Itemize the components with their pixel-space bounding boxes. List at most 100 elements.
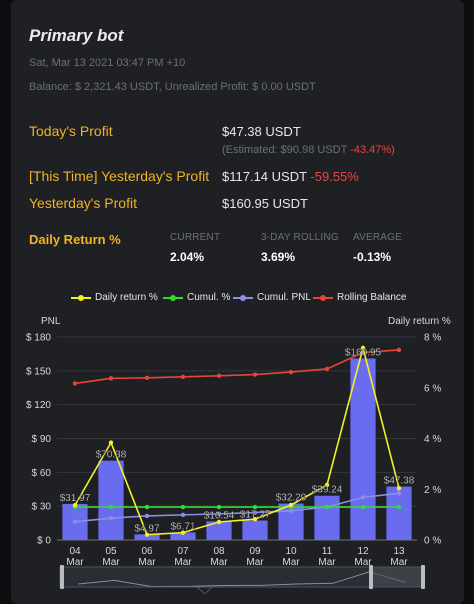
left-tick-label: $ 0 [37, 536, 51, 547]
x-tick-month: Mar [390, 557, 408, 568]
daily-return-label: Daily Return % [29, 232, 121, 247]
x-tick-month: Mar [138, 557, 156, 568]
bot-card: Primary bot Sat, Mar 13 2021 03:47 PM +1… [11, 0, 464, 604]
series-point-1 [108, 504, 114, 510]
this-time-profit-value-row: $117.14 USDT -59.55% [222, 169, 359, 184]
x-tick-month: Mar [318, 557, 336, 568]
legend-item-rolling-balance[interactable]: Rolling Balance [313, 292, 407, 303]
series-line-0 [74, 344, 400, 536]
left-tick-label: $ 180 [26, 333, 51, 344]
estimated-text: (Estimated: $90.98 USDT [222, 144, 348, 156]
x-tick-day: 05 [105, 546, 117, 557]
current-value: 2.04% [170, 250, 205, 264]
left-tick-label: $ 90 [32, 434, 52, 445]
series-point-3 [108, 376, 114, 381]
today-profit-value: $47.38 USDT [222, 124, 301, 139]
series-point-1 [180, 504, 186, 510]
today-profit-label: Today's Profit [29, 123, 113, 139]
series-point-3 [216, 373, 222, 379]
series-point-0 [360, 345, 366, 351]
bar-data-label: $31.97 [60, 493, 91, 504]
x-tick-month: Mar [174, 557, 192, 568]
series-point-0 [396, 486, 402, 491]
left-tick-label: $ 150 [26, 366, 51, 377]
series-line-2 [74, 492, 400, 523]
bar-data-label: $4.97 [134, 523, 159, 534]
left-axis-title: PNL [41, 316, 61, 327]
legend-label: Daily return % [95, 292, 158, 303]
timestamp: Sat, Mar 13 2021 03:47 PM +10 [29, 57, 186, 69]
bar-05-mar [98, 460, 124, 540]
legend-label: Cumul. PNL [257, 292, 311, 303]
bar-12-mar [350, 358, 376, 540]
this-time-profit-pct: -59.55% [310, 169, 359, 184]
bar-data-label: $39.24 [312, 485, 343, 496]
x-tick-day: 11 [322, 546, 333, 557]
x-tick-month: Mar [210, 557, 228, 568]
bar-data-label: $17.27 [240, 510, 271, 521]
this-time-profit-label: [This Time] Yesterday's Profit [29, 168, 210, 184]
estimated-pct: -43.47%) [350, 144, 395, 156]
series-point-1 [216, 504, 222, 510]
x-tick-day: 04 [69, 546, 81, 557]
legend-swatch-cumul-pnl [233, 294, 253, 301]
series-point-2 [288, 508, 294, 514]
balance-text: Balance: $ 2,321.43 USDT, Unrealized Pro… [29, 81, 316, 93]
bar-data-label: $70.38 [96, 450, 127, 461]
bar-data-label: $160.95 [345, 347, 382, 358]
bar-09-mar [242, 520, 268, 540]
series-line-3 [74, 349, 400, 385]
series-point-2 [144, 513, 150, 519]
series-point-3 [252, 372, 258, 377]
bar-11-mar [314, 495, 340, 540]
legend-swatch-daily-return [71, 294, 91, 301]
legend-swatch-rolling-balance [313, 294, 333, 301]
left-tick-label: $ 120 [26, 400, 51, 411]
series-point-3 [144, 375, 150, 381]
x-tick-month: Mar [66, 557, 84, 568]
series-point-3 [288, 369, 294, 375]
chart-legend: Daily return % Cumul. % Cumul. PNL Rolli… [11, 292, 464, 308]
zoom-slider-handle-right[interactable] [421, 565, 425, 589]
bar-data-label: $16.54 [204, 510, 235, 521]
series-point-0 [252, 516, 258, 522]
zoom-slider-handle-left[interactable] [60, 565, 64, 589]
series-point-1 [360, 504, 366, 510]
average-value: -0.13% [353, 250, 392, 264]
x-tick-day: 10 [285, 546, 297, 557]
series-point-0 [144, 532, 150, 537]
rolling-value: 3.69% [261, 250, 296, 264]
series-point-2 [108, 515, 114, 521]
series-point-3 [180, 374, 186, 380]
combo-chart: $ 0 $ 30 $ 60 $ 90 $ 120 $ 150 $ 180 0 % 2 % 4 % 6… [26, 333, 441, 595]
right-axis-title: Daily return % [388, 316, 451, 327]
series-point-0 [180, 530, 186, 535]
average-header: AVERAGE [353, 232, 403, 243]
yesterday-profit-label: Yesterday's Profit [29, 195, 137, 211]
bar-08-mar [206, 521, 232, 540]
x-tick-day: 12 [357, 546, 369, 557]
bar-data-label: $6.71 [170, 521, 195, 532]
series-point-3 [396, 347, 402, 353]
yesterday-profit-value: $160.95 USDT [222, 196, 308, 211]
legend-item-cumul-pct[interactable]: Cumul. % [163, 292, 230, 303]
left-tick-label: $ 30 [32, 502, 52, 513]
legend-item-cumul-pnl[interactable]: Cumul. PNL [233, 292, 311, 303]
bar-06-mar [134, 534, 160, 540]
zoom-slider-handle-mid[interactable] [369, 565, 373, 589]
bar-data-label: $47.38 [384, 476, 415, 487]
x-tick-day: 07 [177, 546, 189, 557]
series-point-0 [288, 502, 294, 508]
series-point-0 [324, 482, 330, 488]
right-tick-label: 2 % [424, 485, 441, 496]
legend-swatch-cumul-pct [163, 294, 183, 301]
series-point-3 [72, 381, 78, 386]
x-tick-day: 09 [249, 546, 261, 557]
left-tick-label: $ 60 [32, 468, 52, 479]
series-point-1 [144, 504, 150, 510]
right-tick-label: 6 % [424, 383, 441, 394]
x-tick-month: Mar [282, 557, 300, 568]
x-tick-month: Mar [246, 557, 264, 568]
legend-item-daily-return[interactable]: Daily return % [71, 292, 158, 303]
series-point-2 [252, 510, 258, 515]
